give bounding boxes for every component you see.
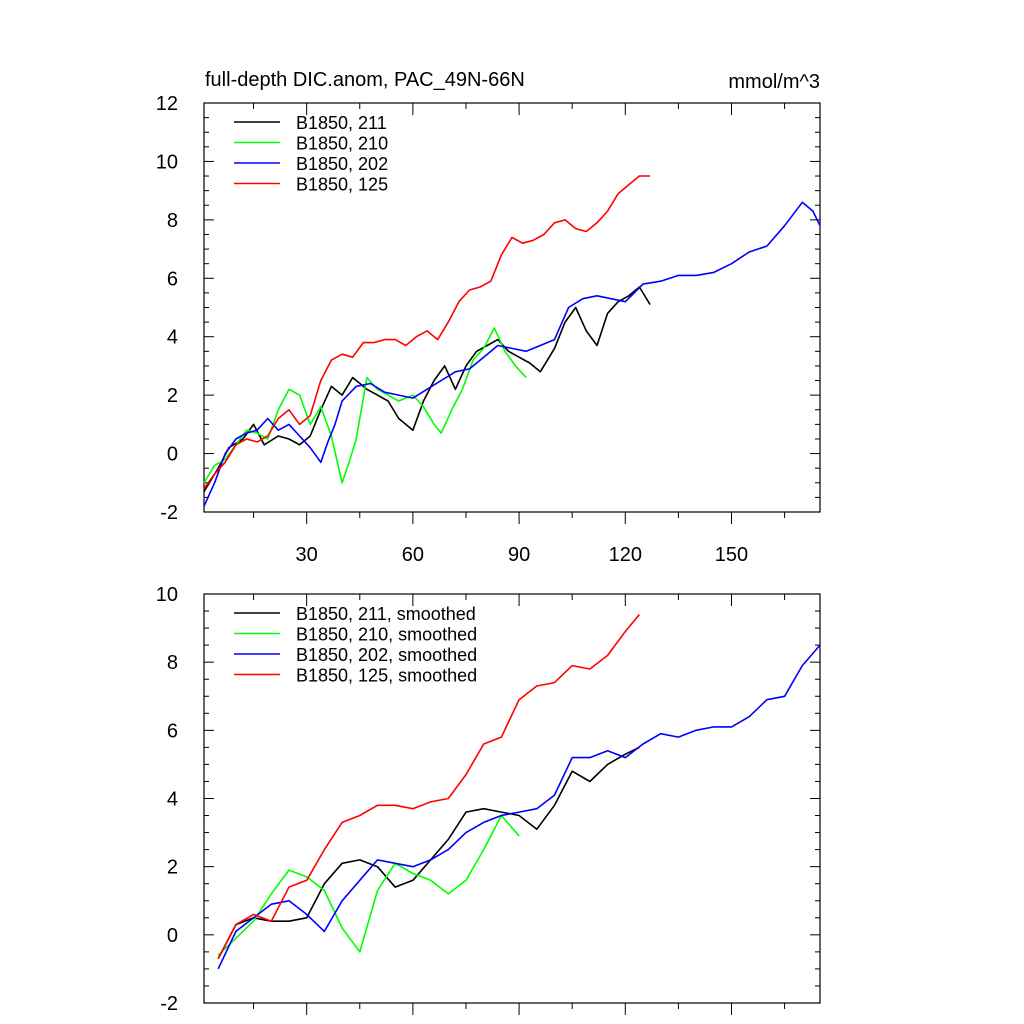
- y-tick-label: 0: [167, 444, 178, 466]
- y-tick-label: 6: [167, 720, 178, 742]
- x-tick-label: 120: [609, 544, 642, 566]
- legend-label: B1850, 125: [296, 175, 388, 195]
- y-tick-label: 12: [156, 93, 178, 115]
- legend-label: B1850, 202: [296, 154, 388, 174]
- y-tick-label: 4: [167, 327, 178, 349]
- legend-label: B1850, 211, smoothed: [296, 604, 476, 624]
- series-line-2: [217, 814, 520, 956]
- y-tick-label: -2: [160, 502, 178, 524]
- legend-label: B1850, 210: [296, 134, 388, 154]
- series-line-3: [217, 644, 821, 970]
- y-tick-label: 4: [167, 789, 178, 811]
- series-line-1: [203, 286, 651, 493]
- y-tick-label: 0: [167, 925, 178, 947]
- series-line-3: [203, 201, 821, 507]
- series-line-2: [203, 327, 527, 484]
- y-tick-label: 8: [167, 652, 178, 674]
- y-tick-label: 10: [156, 151, 178, 173]
- series-line-1: [217, 746, 640, 960]
- x-tick-label: 150: [715, 544, 748, 566]
- y-tick-label: 6: [167, 268, 178, 290]
- x-tick-label: 30: [296, 544, 318, 566]
- y-tick-label: 2: [167, 385, 178, 407]
- series-line-4: [217, 613, 641, 960]
- top-panel: full-depth DIC.anom, PAC_49N-66N mmol/m^…: [156, 69, 821, 566]
- chart-title: full-depth DIC.anom, PAC_49N-66N: [205, 69, 525, 91]
- y-tick-label: 2: [167, 857, 178, 879]
- legend-label: B1850, 211: [296, 113, 387, 133]
- legend-label: B1850, 125, smoothed: [296, 666, 477, 686]
- y-tick-label: 8: [167, 210, 178, 232]
- series-line-4: [203, 175, 651, 490]
- y-tick-label: -2: [160, 993, 178, 1015]
- legend-label: B1850, 210, smoothed: [296, 625, 477, 645]
- y-tick-label: 10: [156, 584, 178, 606]
- x-tick-label: 90: [508, 544, 530, 566]
- x-tick-label: 60: [402, 544, 424, 566]
- units-label: mmol/m^3: [728, 71, 820, 93]
- legend-label: B1850, 202, smoothed: [296, 645, 477, 665]
